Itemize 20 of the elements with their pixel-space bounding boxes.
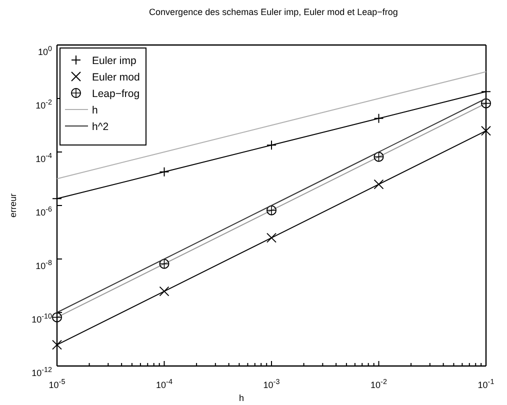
legend-label: h — [92, 104, 98, 116]
chart-title: Convergence des schemas Euler imp, Euler mod et Leap−frog — [149, 7, 398, 17]
y-axis-title: erreur — [8, 193, 18, 218]
x-tick-label: 10$^{-2}$ — [370, 376, 387, 390]
x-tick-label: 10$^{-4}$ — [156, 376, 172, 390]
legend-label: Euler imp — [92, 55, 137, 67]
x-tick-label: 10$^{-5}$ — [48, 376, 66, 390]
y-tick-label: 10$^{-8}$ — [36, 258, 52, 271]
y-tick-label: 10$^{-2}$ — [36, 97, 52, 110]
x-tick-label: 10$^{-1}$ — [478, 376, 494, 390]
x-axis-title: h — [238, 393, 244, 403]
y-tick-label: 10$^{-4}$ — [36, 150, 52, 164]
legend-label: Leap−frog — [92, 88, 140, 100]
y-tick-label: 10$^{-6}$ — [36, 204, 52, 218]
y-tick-label: 10$^{0}$ — [38, 44, 52, 57]
legend-label: h^2 — [92, 121, 109, 133]
legend-label: Euler mod — [92, 72, 140, 84]
x-tick-label: 10$^{-3}$ — [263, 376, 280, 390]
y-tick-label: 10$^{-10}$ — [32, 311, 52, 324]
y-tick-label: 10$^{-12}$ — [32, 364, 52, 378]
